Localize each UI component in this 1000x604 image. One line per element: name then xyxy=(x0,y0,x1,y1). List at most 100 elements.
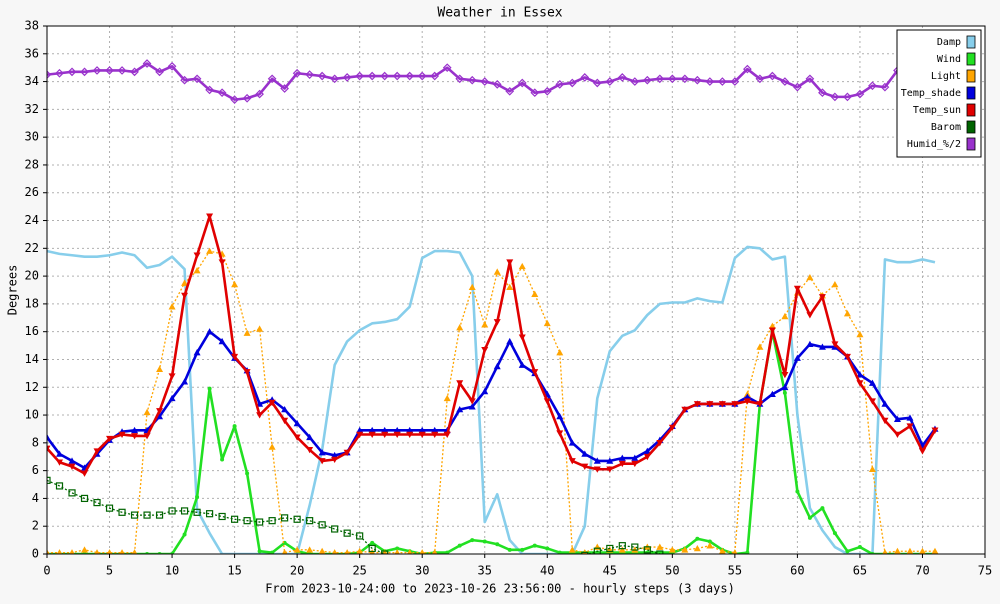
data-point xyxy=(458,544,462,548)
y-tick-label: 12 xyxy=(25,380,39,394)
data-point xyxy=(183,533,187,537)
data-point xyxy=(757,582,763,588)
data-point xyxy=(208,387,212,391)
x-tick-label: 35 xyxy=(478,564,492,578)
x-tick-label: 25 xyxy=(352,564,366,578)
x-tick-label: 30 xyxy=(415,564,429,578)
y-tick-label: 38 xyxy=(25,19,39,33)
legend-label: Wind xyxy=(937,54,961,65)
data-point xyxy=(819,594,825,600)
data-point xyxy=(845,549,849,553)
y-tick-label: 24 xyxy=(25,213,39,227)
data-point xyxy=(858,545,862,549)
x-tick-label: 5 xyxy=(106,564,113,578)
data-point xyxy=(532,565,538,571)
data-point xyxy=(783,391,787,395)
data-point xyxy=(470,538,474,542)
y-tick-label: 34 xyxy=(25,74,39,88)
data-point xyxy=(719,572,725,578)
legend-swatch xyxy=(967,53,975,65)
data-point xyxy=(233,424,237,428)
x-tick-label: 65 xyxy=(853,564,867,578)
data-point xyxy=(407,564,413,570)
y-tick-label: 14 xyxy=(25,352,39,366)
data-point xyxy=(545,546,549,550)
x-tick-label: 60 xyxy=(790,564,804,578)
data-point xyxy=(832,595,838,600)
data-point xyxy=(507,570,513,576)
data-point xyxy=(744,579,750,585)
data-point xyxy=(782,587,788,593)
y-tick-label: 20 xyxy=(25,269,39,283)
x-tick-label: 15 xyxy=(227,564,241,578)
legend-swatch xyxy=(967,36,975,48)
data-point xyxy=(520,548,524,552)
legend-swatch xyxy=(967,70,975,82)
data-point xyxy=(695,537,699,541)
y-tick-label: 30 xyxy=(25,130,39,144)
data-point xyxy=(833,531,837,535)
x-tick-label: 50 xyxy=(665,564,679,578)
legend: Damp Wind Light Temp_shade Temp_sun Barom Humi… xyxy=(897,30,981,157)
x-tick-label: 45 xyxy=(603,564,617,578)
data-point xyxy=(483,539,487,543)
data-point xyxy=(569,557,575,563)
data-point xyxy=(794,590,800,596)
x-tick-label: 75 xyxy=(978,564,992,578)
legend-label: Barom xyxy=(931,122,961,133)
y-tick-label: 32 xyxy=(25,102,39,116)
y-tick-label: 36 xyxy=(25,46,39,60)
legend-label: Humid_%/2 xyxy=(907,139,961,150)
data-point xyxy=(820,506,824,510)
data-point xyxy=(220,458,224,462)
data-point xyxy=(494,573,500,579)
data-point xyxy=(808,516,812,520)
x-tick-label: 55 xyxy=(728,564,742,578)
y-tick-label: 2 xyxy=(32,519,39,533)
data-point xyxy=(508,548,512,552)
data-point xyxy=(258,549,262,553)
y-tick-label: 10 xyxy=(25,408,39,422)
data-point xyxy=(694,564,700,570)
legend-label: Damp xyxy=(937,37,961,48)
data-point xyxy=(807,593,813,599)
y-tick-label: 28 xyxy=(25,157,39,171)
y-tick-label: 0 xyxy=(32,547,39,561)
data-point xyxy=(195,495,199,499)
legend-swatch xyxy=(967,121,975,133)
legend-swatch xyxy=(967,104,975,116)
legend-label: Temp_sun xyxy=(913,105,961,116)
y-tick-label: 18 xyxy=(25,296,39,310)
data-point xyxy=(394,557,400,563)
y-tick-label: 6 xyxy=(32,463,39,477)
x-tick-label: 0 xyxy=(43,564,50,578)
y-tick-label: 26 xyxy=(25,185,39,199)
data-point xyxy=(519,568,525,574)
y-tick-label: 4 xyxy=(32,491,39,505)
data-point xyxy=(795,489,799,493)
x-tick-label: 20 xyxy=(290,564,304,578)
legend-label: Light xyxy=(931,71,961,82)
x-tick-label: 40 xyxy=(540,564,554,578)
data-point xyxy=(432,573,438,579)
legend-label: Temp_shade xyxy=(901,88,961,99)
data-point xyxy=(370,541,374,545)
x-tick-label: 10 xyxy=(165,564,179,578)
y-tick-label: 22 xyxy=(25,241,39,255)
y-tick-label: 16 xyxy=(25,324,39,338)
chart-title: Weather in Essex xyxy=(437,6,562,21)
data-point xyxy=(769,584,775,590)
legend-swatch xyxy=(967,87,975,99)
x-axis-label: From 2023-10-24:00 to 2023-10-26 23:56:0… xyxy=(265,582,735,596)
data-point xyxy=(533,544,537,548)
data-point xyxy=(245,471,249,475)
data-point xyxy=(682,559,688,565)
y-tick-label: 8 xyxy=(32,435,39,449)
x-tick-label: 70 xyxy=(915,564,929,578)
legend-swatch xyxy=(967,138,975,150)
data-point xyxy=(707,568,713,574)
y-axis-label: Degrees xyxy=(6,265,20,316)
plot-area xyxy=(47,26,985,554)
data-point xyxy=(495,542,499,546)
